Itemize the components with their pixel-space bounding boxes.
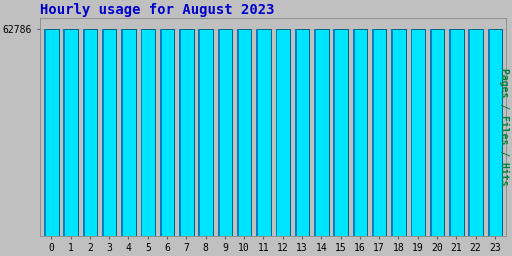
Bar [372,29,387,236]
Bar [141,29,142,236]
Bar [198,29,200,236]
Bar [295,29,297,236]
Bar [121,29,123,236]
Bar [179,29,181,236]
Bar [160,28,174,236]
Bar [44,29,58,236]
Bar [218,29,220,236]
Bar [237,29,239,236]
Bar [487,29,489,236]
Bar [63,29,66,236]
Bar [83,29,97,236]
Bar [430,29,432,236]
Bar [179,29,194,236]
Bar [102,29,104,236]
Bar [411,29,425,236]
Bar [237,29,251,236]
Bar [198,29,213,236]
Bar [353,29,367,236]
Bar [275,29,290,236]
Bar [218,29,232,236]
Bar [63,29,78,236]
Bar [121,29,136,236]
Bar [44,29,46,236]
Bar [333,29,348,236]
Bar [391,29,393,236]
Bar [102,29,116,236]
Bar [256,29,258,236]
Bar [468,29,483,236]
Bar [141,29,155,236]
Text: Hourly usage for August 2023: Hourly usage for August 2023 [40,3,274,17]
Bar [83,29,84,236]
Bar [372,29,374,236]
Bar [275,29,278,236]
Bar [430,29,444,236]
Bar [314,29,329,236]
Bar [333,29,335,236]
Bar [411,29,413,236]
Y-axis label: Pages / Files / Hits: Pages / Files / Hits [499,68,509,186]
Bar [487,29,502,236]
Bar [391,29,406,236]
Bar [314,29,316,236]
Bar [160,28,162,236]
Bar [449,29,463,236]
Bar [295,29,309,236]
Bar [468,29,471,236]
Bar [353,29,355,236]
Bar [256,29,271,236]
Bar [449,29,451,236]
